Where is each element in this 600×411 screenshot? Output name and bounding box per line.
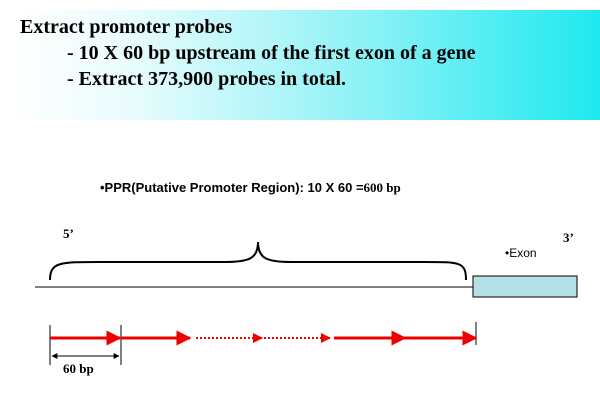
slide-title: Extract promoter probes [20, 16, 233, 38]
title-banner [10, 10, 600, 120]
ppr-label: •PPR(Putative Promoter Region): 10 X 60 … [100, 180, 401, 196]
exon-box [472, 275, 578, 298]
ppr-label-prefix: •PPR(Putative Promoter Region): 10 X 60 … [100, 180, 364, 195]
probe-length-label: 60 bp [63, 361, 94, 376]
exon-label: •Exon [505, 246, 537, 260]
three-prime-label: 3’ [563, 230, 574, 245]
five-prime-label: 5’ [63, 226, 74, 241]
ppr-label-suffix: 600 bp [363, 180, 401, 195]
bullet-upstream: - 10 X 60 bp upstream of the first exon … [67, 42, 476, 64]
ppr-brace [49, 241, 467, 281]
bullet-probe-count: - Extract 373,900 probes in total. [67, 68, 347, 90]
